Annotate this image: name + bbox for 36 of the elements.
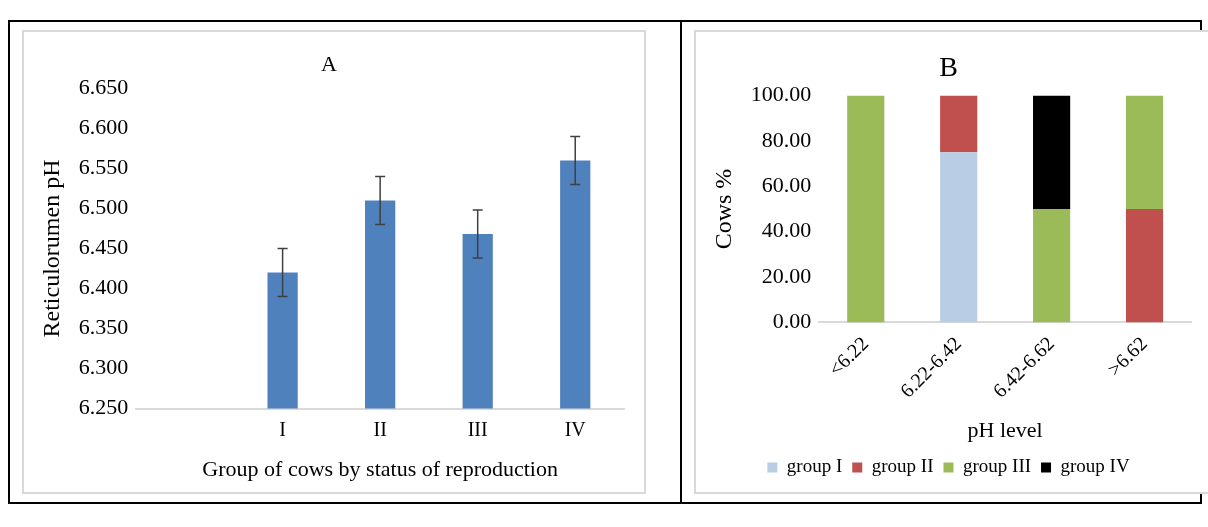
y-axis-title: Reticulorumen pH xyxy=(37,159,64,338)
x-axis-title: pH level xyxy=(967,416,1043,442)
y-tick-label: 6.600 xyxy=(78,114,129,140)
bar xyxy=(1125,209,1164,323)
y-tick-label: 20.00 xyxy=(761,262,812,288)
y-tick-label: 100.00 xyxy=(750,81,812,107)
y-tick-label: 6.650 xyxy=(78,74,129,100)
y-tick-label: 0.00 xyxy=(772,308,812,334)
y-tick-label: 6.250 xyxy=(78,394,129,420)
bar xyxy=(847,95,885,323)
x-tick-label: II xyxy=(373,417,387,440)
bar xyxy=(940,152,978,323)
x-tick-label: III xyxy=(467,417,488,440)
bar xyxy=(1033,209,1071,323)
y-tick-label: 6.500 xyxy=(78,194,129,220)
y-tick-label: 6.400 xyxy=(78,274,129,300)
x-axis-title: Group of cows by status of reproduction xyxy=(202,455,558,481)
legend-label: group II xyxy=(871,455,934,477)
legend-label: group I xyxy=(786,455,843,477)
x-tick-label: I xyxy=(279,417,286,440)
chart-title: B xyxy=(939,51,958,83)
bar xyxy=(940,95,978,153)
chart-title: A xyxy=(321,50,338,76)
bar xyxy=(1033,95,1071,210)
legend-label: group III xyxy=(962,455,1032,477)
y-tick-label: 40.00 xyxy=(761,217,812,243)
y-tick-label: 80.00 xyxy=(761,126,812,152)
bar xyxy=(1125,95,1164,210)
y-tick-label: 6.300 xyxy=(78,354,129,380)
y-tick-label: 6.550 xyxy=(78,154,129,180)
y-tick-label: 60.00 xyxy=(761,172,812,198)
x-tick-label: IV xyxy=(564,417,587,440)
y-axis-title: Cows % xyxy=(709,168,736,250)
y-tick-label: 6.450 xyxy=(78,234,129,260)
y-tick-label: 6.350 xyxy=(78,314,129,340)
legend-label: group IV xyxy=(1060,455,1130,477)
